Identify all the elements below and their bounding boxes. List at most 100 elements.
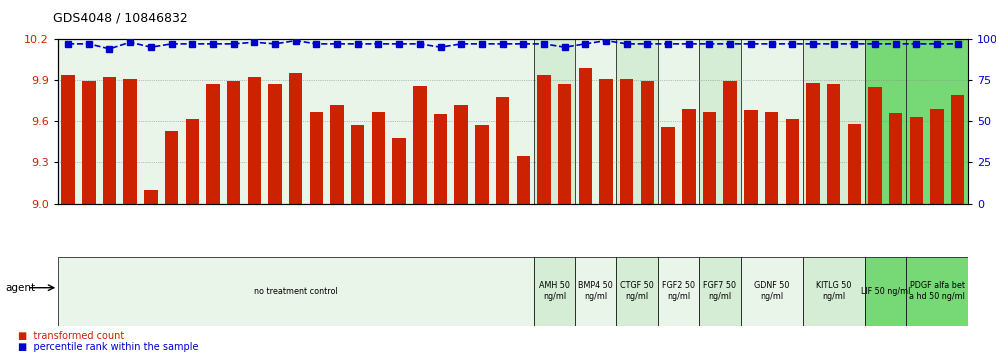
Bar <box>620 79 633 354</box>
Text: GSM509256: GSM509256 <box>107 257 113 301</box>
Bar <box>865 257 906 326</box>
Bar <box>392 138 406 354</box>
Bar <box>782 39 803 204</box>
Text: ■  transformed count: ■ transformed count <box>18 331 124 341</box>
Bar <box>144 190 157 354</box>
Text: AMH 50
ng/ml: AMH 50 ng/ml <box>539 281 570 301</box>
Bar <box>761 39 782 204</box>
Bar <box>348 39 369 204</box>
Bar <box>100 39 120 204</box>
Text: GSM510036: GSM510036 <box>293 257 299 301</box>
Bar <box>206 84 220 354</box>
Bar <box>558 84 572 354</box>
Bar <box>413 86 426 354</box>
Bar <box>492 39 513 204</box>
Bar <box>740 257 803 326</box>
Bar <box>657 39 678 204</box>
Text: GSM510047: GSM510047 <box>520 257 526 301</box>
Bar <box>79 39 100 204</box>
Text: GDNF 50
ng/ml: GDNF 50 ng/ml <box>754 281 789 301</box>
Bar <box>947 39 968 204</box>
Bar <box>786 119 799 354</box>
Bar <box>682 109 695 354</box>
Text: GSM510038: GSM510038 <box>334 257 340 301</box>
Bar <box>617 257 657 326</box>
Bar <box>82 81 96 354</box>
Bar <box>744 110 758 354</box>
Bar <box>579 68 592 354</box>
Text: KITLG 50
ng/ml: KITLG 50 ng/ml <box>816 281 852 301</box>
Bar <box>885 39 906 204</box>
Bar <box>699 257 740 326</box>
Bar <box>513 39 534 204</box>
Bar <box>369 39 388 204</box>
Text: CTGF 50
ng/ml: CTGF 50 ng/ml <box>621 281 654 301</box>
Text: FGF2 50
ng/ml: FGF2 50 ng/ml <box>662 281 695 301</box>
Bar <box>227 81 240 354</box>
Text: GSM510032: GSM510032 <box>210 257 216 301</box>
Text: GSM510030: GSM510030 <box>168 257 174 301</box>
Bar <box>534 257 575 326</box>
Bar <box>430 39 451 204</box>
Text: GSM510060: GSM510060 <box>913 257 919 301</box>
Text: GSM510033: GSM510033 <box>231 257 237 301</box>
Bar <box>951 95 964 354</box>
Bar <box>865 39 885 204</box>
Text: GSM510037: GSM510037 <box>314 257 320 301</box>
Bar <box>906 39 926 204</box>
Bar <box>58 257 534 326</box>
Bar <box>244 39 265 204</box>
Text: GSM510064: GSM510064 <box>623 257 629 301</box>
Bar <box>640 81 654 354</box>
Bar <box>306 39 327 204</box>
Text: ■  percentile rank within the sample: ■ percentile rank within the sample <box>18 342 198 352</box>
Text: GSM510053: GSM510053 <box>706 257 712 301</box>
Bar <box>140 39 161 204</box>
Bar <box>678 39 699 204</box>
Bar <box>265 39 285 204</box>
Text: GSM510063: GSM510063 <box>603 257 609 301</box>
Text: GSM509257: GSM509257 <box>541 257 547 301</box>
Bar <box>185 119 199 354</box>
Text: GSM510059: GSM510059 <box>892 257 898 301</box>
Bar <box>930 109 944 354</box>
Bar <box>471 39 492 204</box>
Text: BMP4 50
ng/ml: BMP4 50 ng/ml <box>579 281 614 301</box>
Bar <box>62 75 75 354</box>
Bar <box>869 87 881 354</box>
Text: GSM510054: GSM510054 <box>789 257 795 301</box>
Bar <box>434 114 447 354</box>
Bar <box>703 112 716 354</box>
Bar <box>824 39 844 204</box>
Text: GSM510045: GSM510045 <box>479 257 485 301</box>
Bar <box>827 84 841 354</box>
Bar <box>534 39 555 204</box>
Bar <box>555 39 575 204</box>
Text: GSM510051: GSM510051 <box>665 257 671 301</box>
Bar <box>331 105 344 354</box>
Text: GSM510039: GSM510039 <box>355 257 361 301</box>
Text: GSM510042: GSM510042 <box>417 257 423 301</box>
Text: GSM510028: GSM510028 <box>127 257 133 301</box>
Bar <box>451 39 471 204</box>
Bar <box>889 113 902 354</box>
Bar <box>848 124 862 354</box>
Bar <box>765 112 778 354</box>
Bar <box>161 39 182 204</box>
Text: no treatment control: no treatment control <box>254 287 338 296</box>
Text: GSM510041: GSM510041 <box>396 257 402 301</box>
Text: GSM509255: GSM509255 <box>86 257 92 301</box>
Bar <box>388 39 409 204</box>
Text: GSM510052: GSM510052 <box>686 257 692 301</box>
Text: GSM510034: GSM510034 <box>251 257 257 301</box>
Bar <box>248 77 261 354</box>
Bar <box>454 105 468 354</box>
Bar <box>657 257 699 326</box>
Text: GSM510057: GSM510057 <box>852 257 858 301</box>
Text: GDS4048 / 10846832: GDS4048 / 10846832 <box>53 12 187 25</box>
Bar <box>617 39 637 204</box>
Bar <box>223 39 244 204</box>
Text: GSM510031: GSM510031 <box>189 257 195 301</box>
Bar <box>537 75 551 354</box>
Bar <box>906 257 968 326</box>
